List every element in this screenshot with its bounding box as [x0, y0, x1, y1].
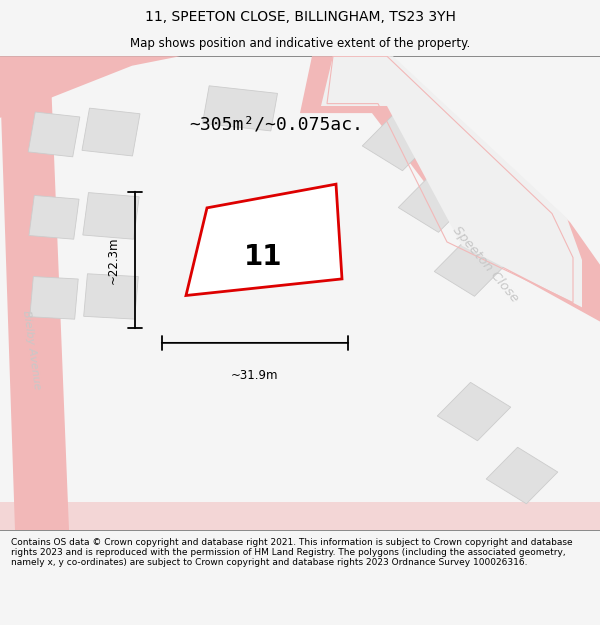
- Polygon shape: [0, 502, 600, 530]
- Bar: [30, 276, 78, 319]
- Bar: [28, 112, 80, 157]
- Polygon shape: [300, 56, 600, 321]
- Bar: [398, 174, 472, 232]
- Bar: [486, 448, 558, 504]
- Bar: [362, 112, 436, 171]
- Bar: [82, 108, 140, 156]
- Text: Speeton Close: Speeton Close: [451, 224, 521, 305]
- Text: 11: 11: [244, 243, 283, 271]
- Bar: [83, 192, 139, 239]
- Polygon shape: [0, 56, 180, 118]
- Text: ~22.3m: ~22.3m: [107, 236, 120, 284]
- Polygon shape: [0, 80, 69, 530]
- Bar: [29, 196, 79, 239]
- Text: Contains OS data © Crown copyright and database right 2021. This information is : Contains OS data © Crown copyright and d…: [11, 538, 572, 568]
- Bar: [83, 274, 139, 319]
- Bar: [437, 382, 511, 441]
- Text: ~31.9m: ~31.9m: [231, 369, 279, 382]
- Bar: [434, 238, 508, 296]
- Bar: [202, 86, 278, 131]
- Text: Map shows position and indicative extent of the property.: Map shows position and indicative extent…: [130, 38, 470, 51]
- Polygon shape: [321, 56, 582, 308]
- Text: Bielby Avenue: Bielby Avenue: [20, 309, 42, 390]
- Text: 11, SPEETON CLOSE, BILLINGHAM, TS23 3YH: 11, SPEETON CLOSE, BILLINGHAM, TS23 3YH: [145, 10, 455, 24]
- Polygon shape: [186, 184, 342, 296]
- Text: ~305m²/~0.075ac.: ~305m²/~0.075ac.: [189, 116, 363, 134]
